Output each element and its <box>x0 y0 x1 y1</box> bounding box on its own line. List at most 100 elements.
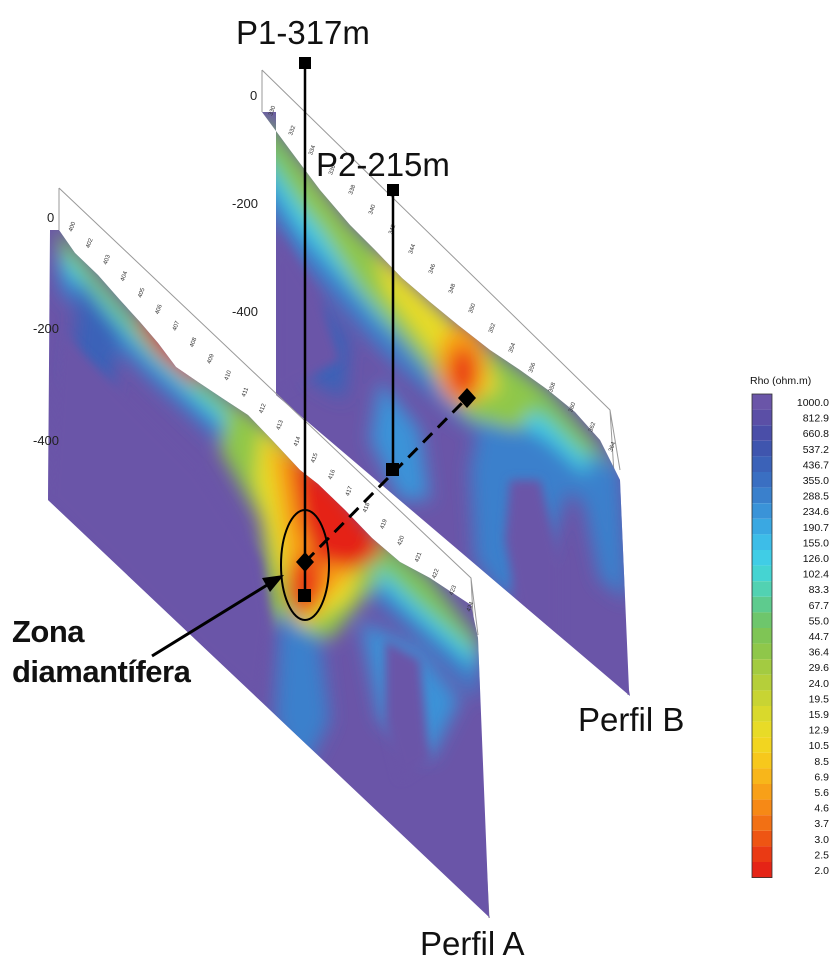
legend-swatch <box>752 518 772 535</box>
station-label: 405 <box>137 287 146 299</box>
station-label: 348 <box>448 282 457 294</box>
legend-swatch <box>752 596 772 613</box>
station-label: 364 <box>608 441 617 453</box>
station-label: 424 <box>466 601 475 613</box>
station-label: 340 <box>368 203 377 215</box>
station-label: 413 <box>276 419 285 431</box>
station-label: 420 <box>397 535 406 547</box>
legend-swatch <box>752 784 772 800</box>
legend-swatch <box>752 612 772 628</box>
legend-swatch <box>752 674 772 691</box>
station-label: 346 <box>428 263 437 275</box>
station-label: 406 <box>155 303 164 315</box>
station-label: 421 <box>414 551 423 563</box>
legend-value: 190.7 <box>803 522 829 534</box>
well-p2-top-marker <box>387 184 399 196</box>
legend-swatch <box>752 815 772 831</box>
station-label: 416 <box>328 468 337 480</box>
legend-swatch <box>752 456 772 472</box>
legend-value: 660.8 <box>803 428 829 440</box>
well-p1-bottom-marker <box>298 589 311 602</box>
profile-b-depth-0: 0 <box>250 88 257 103</box>
legend-swatch <box>752 643 772 660</box>
station-label: 418 <box>362 501 371 513</box>
legend-value: 126.0 <box>803 553 829 565</box>
legend-value: 8.5 <box>814 756 829 768</box>
legend-value: 2.5 <box>814 849 829 861</box>
profile-b-depth-400: -400 <box>232 304 258 319</box>
station-label: 403 <box>103 254 112 266</box>
legend-swatch <box>752 394 772 410</box>
well-p2-bottom-marker <box>386 463 399 476</box>
well-p2-label: P2-215m <box>316 146 450 183</box>
annotation-zona-line1: Zona <box>12 614 85 649</box>
profile-a-label: Perfil A <box>420 925 525 958</box>
legend-value: 5.6 <box>814 787 829 799</box>
legend-swatch <box>752 830 772 847</box>
zona-arrow <box>151 575 284 658</box>
legend-value: 29.6 <box>809 662 830 674</box>
station-label: 412 <box>259 402 268 414</box>
legend-swatch <box>752 846 772 862</box>
diamond-zone-outline <box>280 509 330 621</box>
legend-swatch <box>752 799 772 816</box>
station-label: 338 <box>348 184 357 196</box>
profile-a-depth-400: -400 <box>33 433 59 448</box>
legend-value: 19.5 <box>809 693 830 705</box>
correlation-dashed-line <box>303 396 469 564</box>
legend-swatch <box>752 565 772 582</box>
legend-value: 355.0 <box>803 475 829 487</box>
legend-swatch <box>752 550 772 566</box>
legend-swatch <box>752 862 772 878</box>
station-label: 417 <box>345 485 354 497</box>
profile-a-section: 400 402 403 404 405 406 407 408 409 410 411 412 413 4… <box>33 187 490 919</box>
profile-a-depth-axis: 0 -200 -400 <box>33 210 59 448</box>
legend-value: 2.0 <box>814 865 829 877</box>
station-label: 414 <box>293 435 302 447</box>
legend-swatch <box>752 581 772 597</box>
legend-value: 288.5 <box>803 491 829 503</box>
station-label: 410 <box>224 369 233 381</box>
station-label: 408 <box>189 336 198 348</box>
legend-value: 3.0 <box>814 834 829 846</box>
legend-swatch <box>752 487 772 504</box>
legend-swatch <box>752 534 772 550</box>
station-label: 411 <box>241 386 250 398</box>
station-label: 352 <box>488 322 497 334</box>
legend-outline <box>751 393 773 879</box>
correlation-point-a <box>296 552 314 572</box>
station-label: 362 <box>588 421 597 433</box>
legend-swatch <box>752 768 772 784</box>
legend-value: 12.9 <box>809 725 830 737</box>
legend-value: 1000.0 <box>797 397 829 409</box>
legend-value: 155.0 <box>803 537 829 549</box>
well-p2: P2-215m <box>316 146 450 476</box>
well-p1-label: P1-317m <box>236 14 370 51</box>
station-label: 334 <box>308 144 317 156</box>
station-label: 423 <box>449 584 458 596</box>
station-label: 409 <box>207 353 216 365</box>
legend-swatch <box>752 472 772 488</box>
legend-title: Rho (ohm.m) <box>750 375 811 387</box>
profile-b-depth-200: -200 <box>232 196 258 211</box>
profile-a-depth-200: -200 <box>33 321 59 336</box>
legend-value: 436.7 <box>803 459 829 471</box>
legend-swatch <box>752 706 772 722</box>
legend-swatch <box>752 503 772 519</box>
station-label: 402 <box>86 237 95 249</box>
legend-value: 10.5 <box>809 740 830 752</box>
legend-swatch <box>752 425 772 441</box>
legend-swatch <box>752 721 772 738</box>
station-label: 354 <box>508 342 517 354</box>
legend-value: 15.9 <box>809 709 830 721</box>
legend-swatch <box>752 628 772 644</box>
station-label: 330 <box>268 105 277 117</box>
profile-b-depth-axis: 0 -200 -400 <box>232 88 258 319</box>
profile-b-label: Perfil B <box>578 701 684 738</box>
legend-value: 67.7 <box>809 600 830 612</box>
well-p1: P1-317m <box>236 14 370 602</box>
station-label: 358 <box>548 381 557 393</box>
legend-swatch <box>752 752 772 769</box>
legend-value: 4.6 <box>814 803 829 815</box>
